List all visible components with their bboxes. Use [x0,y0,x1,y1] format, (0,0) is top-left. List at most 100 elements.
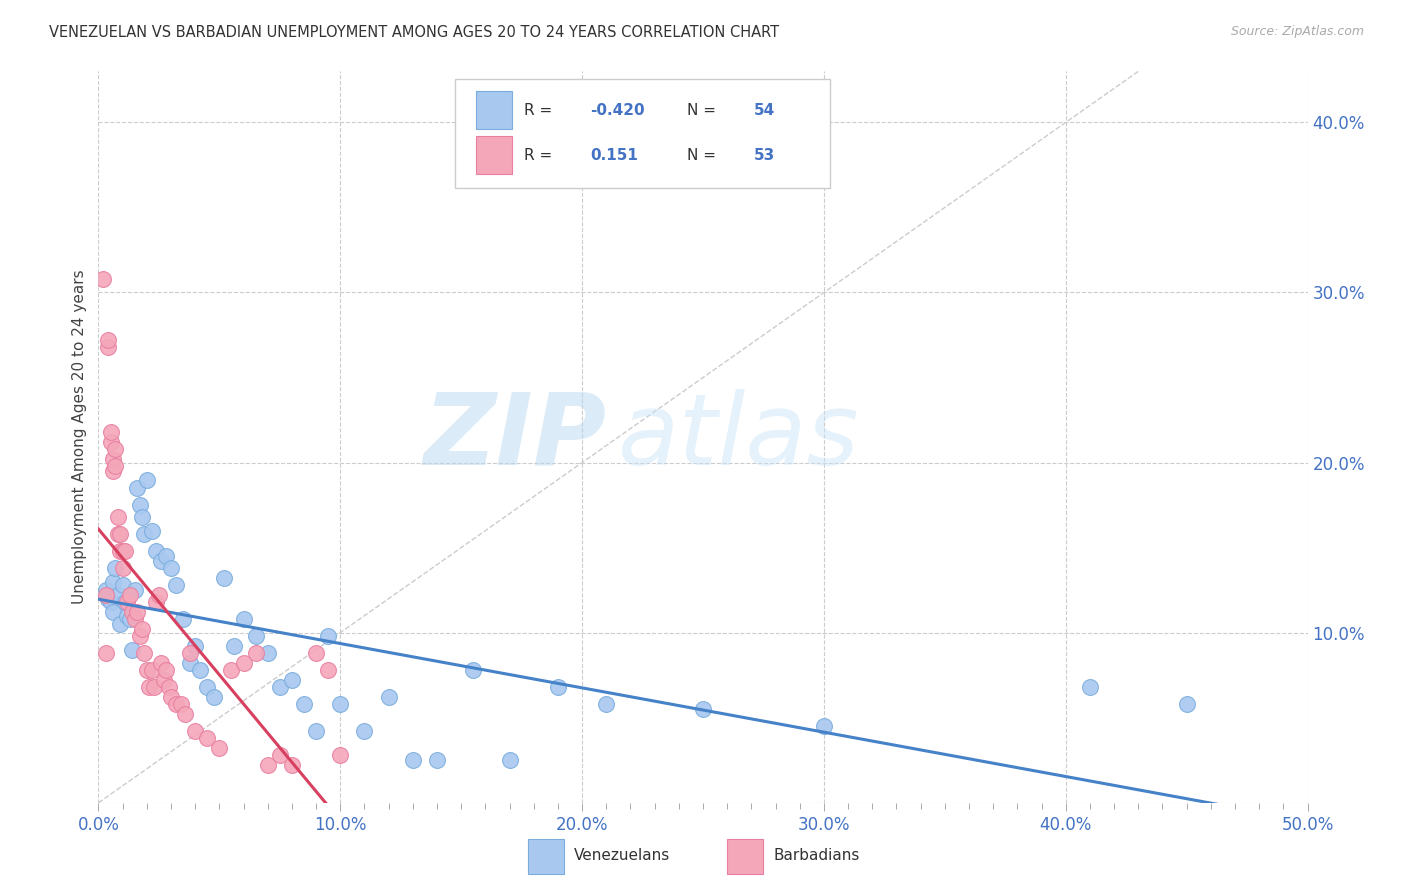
Point [269,748,291,763]
Point [104,442,127,456]
Point [127,605,149,619]
Point [160,561,183,575]
Point [1078,680,1101,694]
Point [104,458,127,473]
Text: -0.420: -0.420 [591,103,645,118]
Point [111,544,134,558]
Point [245,646,267,660]
Point [212,571,235,585]
Point [101,452,124,467]
Point [232,657,254,671]
Point [135,473,157,487]
Point [174,707,197,722]
Text: 53: 53 [754,148,775,163]
Point [813,719,835,733]
Text: N =: N = [688,103,721,118]
Point [117,608,139,623]
Point [155,663,177,677]
Text: ZIP: ZIP [423,389,606,485]
Point [204,690,226,705]
Point [498,753,520,767]
Point [135,663,157,677]
Point [692,702,714,716]
Point [108,544,131,558]
Point [94,583,117,598]
Point [281,673,304,688]
Point [316,663,339,677]
Point [305,646,328,660]
Point [353,724,375,739]
Point [104,561,127,575]
Point [94,588,117,602]
Point [114,595,136,609]
Point [127,481,149,495]
Point [169,697,191,711]
Point [184,640,207,654]
Text: R =: R = [524,103,557,118]
Point [184,724,207,739]
Point [124,612,146,626]
Point [329,748,352,763]
Point [101,574,124,589]
Text: atlas: atlas [619,389,860,485]
Point [107,588,129,602]
Point [131,510,153,524]
Point [121,605,143,619]
Text: R =: R = [524,148,557,163]
Point [377,690,399,705]
Point [94,646,117,660]
Y-axis label: Unemployment Among Ages 20 to 24 years: Unemployment Among Ages 20 to 24 years [72,269,87,605]
Point [256,758,278,772]
Point [179,657,201,671]
Point [108,527,131,541]
Point [141,663,163,677]
Point [131,622,153,636]
Point [269,680,291,694]
Point [165,578,187,592]
Text: 54: 54 [754,103,775,118]
Point [117,595,139,609]
Point [172,612,194,626]
Point [195,680,218,694]
Point [1175,697,1198,711]
Text: 0.151: 0.151 [591,148,638,163]
Point [160,690,183,705]
FancyBboxPatch shape [456,78,830,188]
Point [222,640,245,654]
Point [281,758,304,772]
Point [426,753,449,767]
Point [128,498,150,512]
Point [256,646,278,660]
Point [100,595,122,609]
Point [245,629,267,643]
Point [221,663,243,677]
Point [188,663,211,677]
Point [100,425,122,439]
Point [100,435,122,450]
Point [463,663,485,677]
Point [114,544,136,558]
Point [111,561,134,575]
Point [124,583,146,598]
Text: Venezuelans: Venezuelans [574,848,669,863]
Point [97,333,120,347]
Point [107,510,129,524]
Point [121,642,143,657]
Bar [727,838,763,874]
Point [329,697,352,711]
Point [143,680,166,694]
Point [91,272,114,286]
Text: N =: N = [688,148,721,163]
Point [292,697,315,711]
Point [107,527,129,541]
Point [101,464,124,478]
Point [305,724,328,739]
Point [152,673,174,688]
Text: Source: ZipAtlas.com: Source: ZipAtlas.com [1230,25,1364,38]
Point [128,629,150,643]
Point [145,544,167,558]
Point [208,741,231,756]
Point [97,340,120,354]
Point [195,731,218,746]
Point [118,612,141,626]
